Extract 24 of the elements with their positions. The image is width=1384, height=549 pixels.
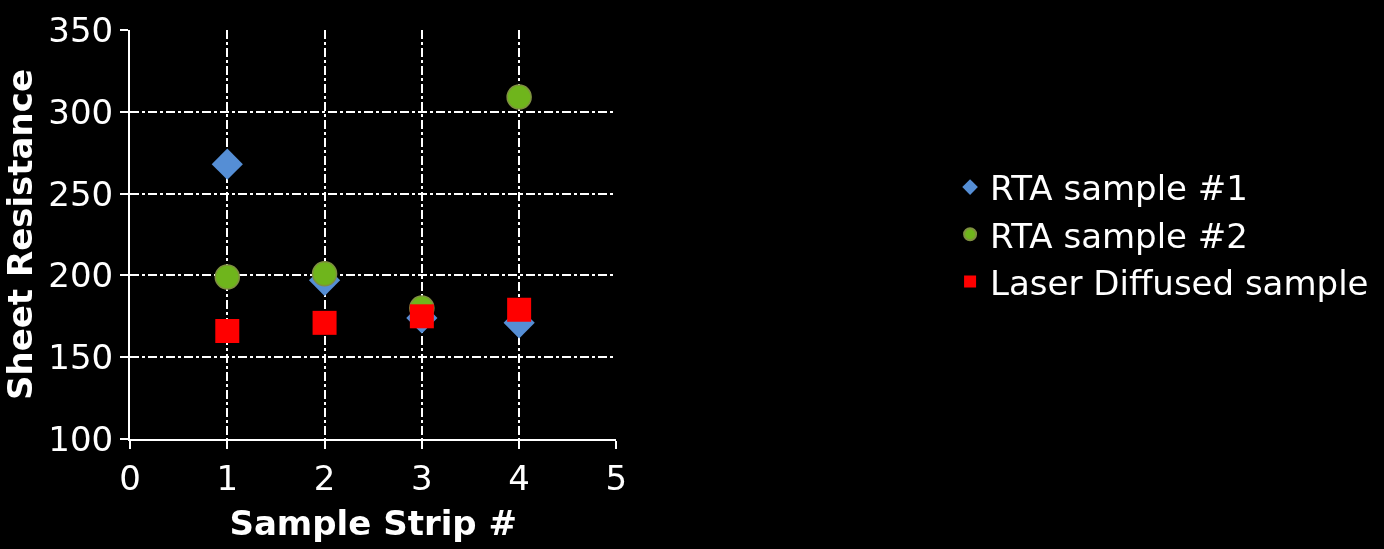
legend-label: RTA sample #1	[990, 168, 1248, 209]
y-tick-label: 250	[48, 173, 114, 214]
y-tick-label: 350	[48, 9, 114, 50]
x-axis-title: Sample Strip #	[229, 502, 517, 543]
legend-label: RTA sample #2	[990, 215, 1248, 256]
y-tick-label: 150	[48, 337, 114, 378]
x-tick-label: 4	[508, 457, 530, 498]
y-tick-label: 100	[48, 418, 114, 459]
point	[211, 148, 243, 180]
y-tick-label: 300	[48, 91, 114, 132]
x-tick-label: 2	[313, 457, 336, 498]
y-axis-title: Sheet Resistance	[0, 69, 40, 400]
x-tick-label: 0	[119, 457, 141, 498]
x-tick-label: 3	[411, 457, 433, 498]
x-tick-label: 1	[216, 457, 239, 498]
legend-label: Laser Diffused sample	[990, 262, 1369, 303]
point	[215, 319, 240, 344]
point	[507, 297, 532, 322]
x-tick-label: 5	[605, 457, 628, 498]
point	[311, 261, 338, 287]
y-tick-label: 200	[48, 255, 114, 296]
point	[214, 264, 241, 290]
point	[312, 310, 337, 335]
point	[506, 84, 532, 110]
